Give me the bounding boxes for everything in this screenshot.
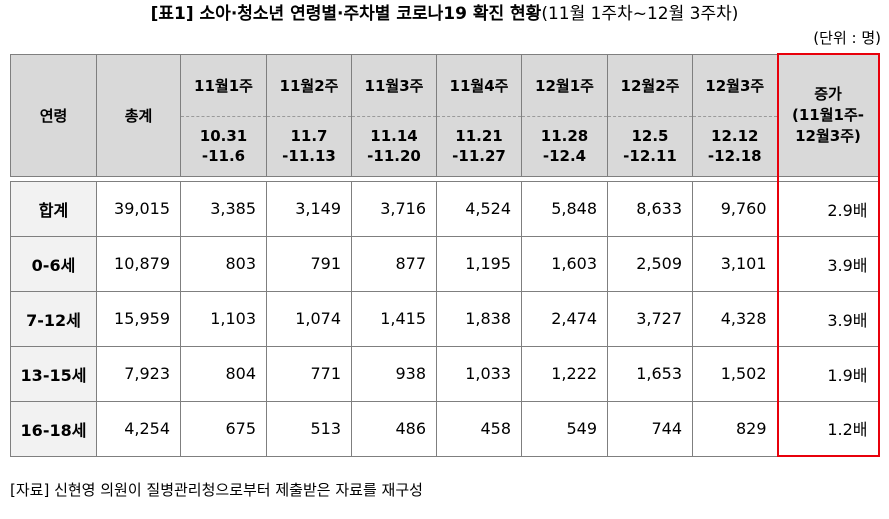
header-week: 11월3주 [351,53,437,117]
row-weekly-value: 1,603 [521,235,608,292]
row-weekly-value: 486 [351,400,437,457]
row-weekly-value: 2,474 [521,290,608,347]
row-weekly-value: 1,653 [607,345,693,402]
row-weekly-value: 1,074 [266,290,352,347]
row-weekly-value: 771 [266,345,352,402]
row-weekly-value: 1,502 [692,345,778,402]
header-total: 총계 [96,53,181,177]
source-note: [자료] 신현영 의원이 질병관리청으로부터 제출받은 자료를 재구성 [10,481,423,499]
header-week: 11월4주 [436,53,522,117]
covid-cases-table: 연령 총계 11월1주 11월2주 11월3주 11월4주 12월1주 12월2… [10,53,880,457]
header-week: 12월1주 [521,53,608,117]
unit-label: (단위 : 명) [813,29,881,47]
table-row: 0-6세 10,879 803 791 877 1,195 1,603 2,50… [10,235,880,292]
row-total: 10,879 [96,235,181,292]
header-week-dates: 11.7 -11.13 [266,115,352,177]
row-weekly-value: 3,727 [607,290,693,347]
header-week-dates: 12.5 -12.11 [607,115,693,177]
header-increase: 증가 (11월1주- 12월3주) [776,53,880,177]
row-weekly-value: 938 [351,345,437,402]
table-row: 16-18세 4,254 675 513 486 458 549 744 829… [10,400,880,457]
row-total: 4,254 [96,400,181,457]
row-age-label: 13-15세 [10,345,97,402]
row-total: 39,015 [96,180,181,237]
row-weekly-value: 804 [180,345,267,402]
row-weekly-value: 5,848 [521,180,608,237]
header-week: 12월2주 [607,53,693,117]
row-weekly-value: 458 [436,400,522,457]
table-row: 7-12세 15,959 1,103 1,074 1,415 1,838 2,4… [10,290,880,347]
table-title-main: [표1] 소아·청소년 연령별·주차별 코로나19 확진 현황 [150,4,542,24]
table-title: [표1] 소아·청소년 연령별·주차별 코로나19 확진 현황(11월 1주차~… [0,2,889,26]
header-week: 11월2주 [266,53,352,117]
header-week-dates: 11.28 -12.4 [521,115,608,177]
row-total: 7,923 [96,345,181,402]
row-increase: 3.9배 [776,290,880,347]
row-weekly-value: 1,222 [521,345,608,402]
row-weekly-value: 3,101 [692,235,778,292]
table-row: 합계 39,015 3,385 3,149 3,716 4,524 5,848 … [10,180,880,237]
row-weekly-value: 549 [521,400,608,457]
row-weekly-value: 877 [351,235,437,292]
row-weekly-value: 9,760 [692,180,778,237]
row-increase: 1.2배 [776,400,880,457]
row-age-label: 0-6세 [10,235,97,292]
row-weekly-value: 3,716 [351,180,437,237]
header-age: 연령 [10,53,97,177]
row-weekly-value: 4,524 [436,180,522,237]
row-weekly-value: 1,033 [436,345,522,402]
row-weekly-value: 4,328 [692,290,778,347]
row-increase: 1.9배 [776,345,880,402]
header-week-dates: 11.14 -11.20 [351,115,437,177]
header-week: 12월3주 [692,53,778,117]
row-weekly-value: 1,838 [436,290,522,347]
row-increase: 3.9배 [776,235,880,292]
row-weekly-value: 8,633 [607,180,693,237]
row-age-label: 16-18세 [10,400,97,457]
row-weekly-value: 829 [692,400,778,457]
row-weekly-value: 675 [180,400,267,457]
header-week: 11월1주 [180,53,267,117]
row-weekly-value: 3,149 [266,180,352,237]
row-weekly-value: 2,509 [607,235,693,292]
table-row: 13-15세 7,923 804 771 938 1,033 1,222 1,6… [10,345,880,402]
row-weekly-value: 1,195 [436,235,522,292]
row-age-label: 7-12세 [10,290,97,347]
row-weekly-value: 744 [607,400,693,457]
row-weekly-value: 513 [266,400,352,457]
row-weekly-value: 803 [180,235,267,292]
row-weekly-value: 791 [266,235,352,292]
row-weekly-value: 1,415 [351,290,437,347]
row-increase: 2.9배 [776,180,880,237]
row-weekly-value: 3,385 [180,180,267,237]
row-weekly-value: 1,103 [180,290,267,347]
header-week-dates: 11.21 -11.27 [436,115,522,177]
header-week-dates: 12.12 -12.18 [692,115,778,177]
header-week-dates: 10.31 -11.6 [180,115,267,177]
row-age-label: 합계 [10,180,97,237]
table-title-period: (11월 1주차~12월 3주차) [541,4,739,24]
row-total: 15,959 [96,290,181,347]
